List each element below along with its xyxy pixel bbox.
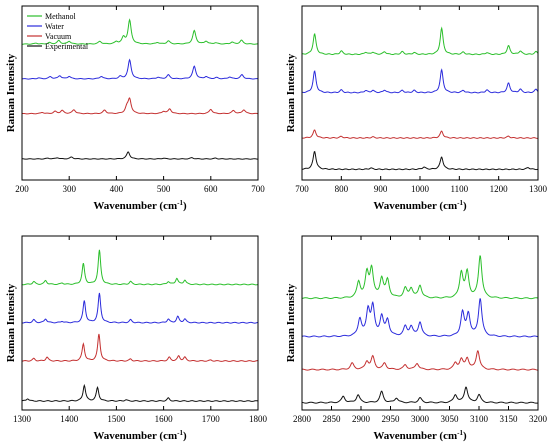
x-tick-label: 1100: [450, 184, 468, 194]
legend-label-experimental: Experimental: [45, 42, 89, 51]
plot-frame: [301, 235, 539, 411]
x-tick-label: 1600: [155, 414, 174, 424]
x-tick-label: 1200: [490, 184, 509, 194]
legend-label-water: Water: [45, 22, 64, 31]
series-line-experimental: [22, 151, 258, 160]
x-tick-label: 2800: [293, 414, 312, 424]
chart-panel-1: 200 300 400 500 600 700 Wavenumber (cm-1) Raman…: [5, 5, 265, 212]
x-tick-label: 1500: [107, 414, 126, 424]
x-tick-label: 300: [62, 184, 76, 194]
x-tick-label: 1300: [529, 184, 548, 194]
series-line-methanol: [22, 18, 258, 45]
x-tick-label: 3200: [529, 414, 548, 424]
chart-panel-3: 1300 1400 1500 1600 1700 1800 Wavenumber (cm-1…: [5, 235, 268, 442]
series-line-water: [22, 58, 258, 80]
x-tick-label: 700: [251, 184, 265, 194]
x-tick-label: 1400: [60, 414, 79, 424]
x-tick-label: 3050: [441, 414, 460, 424]
series-line-trace-3: [22, 333, 258, 362]
series-line-trace-4: [302, 386, 538, 404]
y-axis-title: Raman Intensity: [285, 283, 297, 362]
series-line-trace-2: [302, 68, 538, 94]
plot-frame: [21, 235, 259, 411]
x-tick-label: 1300: [13, 414, 32, 424]
chart-panel-2: 700 800 900 1000 1100 1200 1300 Wavenumber (cm-…: [285, 5, 548, 212]
series-line-trace-4: [22, 383, 258, 402]
x-tick-label: 3150: [500, 414, 519, 424]
x-axis-title: Wavenumber (cm-1): [373, 199, 467, 212]
series-line-vacuum: [22, 97, 258, 115]
x-tick-label: 400: [110, 184, 124, 194]
x-tick-label: 1700: [202, 414, 221, 424]
y-axis-title: Raman Intensity: [5, 283, 17, 362]
x-axis-title: Wavenumber (cm-1): [93, 199, 187, 212]
x-tick-label: 1000: [411, 184, 430, 194]
legend-label-vacuum: Vacuum: [45, 32, 72, 41]
x-axis-title: Wavenumber (cm-1): [373, 429, 467, 442]
x-tick-label: 3000: [411, 414, 430, 424]
legend-label-methanol: Methanol: [45, 12, 76, 21]
x-tick-label: 2900: [352, 414, 371, 424]
x-tick-label: 3100: [470, 414, 489, 424]
x-tick-label: 200: [15, 184, 29, 194]
plot-frame: [21, 5, 259, 181]
x-tick-label: 600: [204, 184, 218, 194]
series-line-trace-4: [302, 150, 538, 171]
x-tick-label: 2850: [323, 414, 342, 424]
series-line-trace-1: [302, 26, 538, 56]
x-tick-label: 2950: [382, 414, 401, 424]
series-line-trace-2: [22, 292, 258, 324]
x-tick-label: 500: [157, 184, 171, 194]
chart-panel-4: 2800 2850 2900 2950 3000 3050 3100 3150 3200 Wave…: [285, 235, 548, 442]
y-axis-title: Raman Intensity: [5, 53, 17, 132]
x-tick-label: 700: [295, 184, 309, 194]
x-tick-label: 1800: [249, 414, 268, 424]
series-line-trace-1: [302, 255, 538, 300]
plot-frame: [301, 5, 539, 181]
series-line-trace-3: [302, 129, 538, 139]
x-tick-label: 900: [374, 184, 388, 194]
y-axis-title: Raman Intensity: [285, 53, 297, 132]
series-line-trace-1: [22, 249, 258, 286]
x-axis-title: Wavenumber (cm-1): [93, 429, 187, 442]
x-tick-label: 800: [335, 184, 349, 194]
series-line-trace-3: [302, 350, 538, 371]
series-line-trace-2: [302, 298, 538, 338]
